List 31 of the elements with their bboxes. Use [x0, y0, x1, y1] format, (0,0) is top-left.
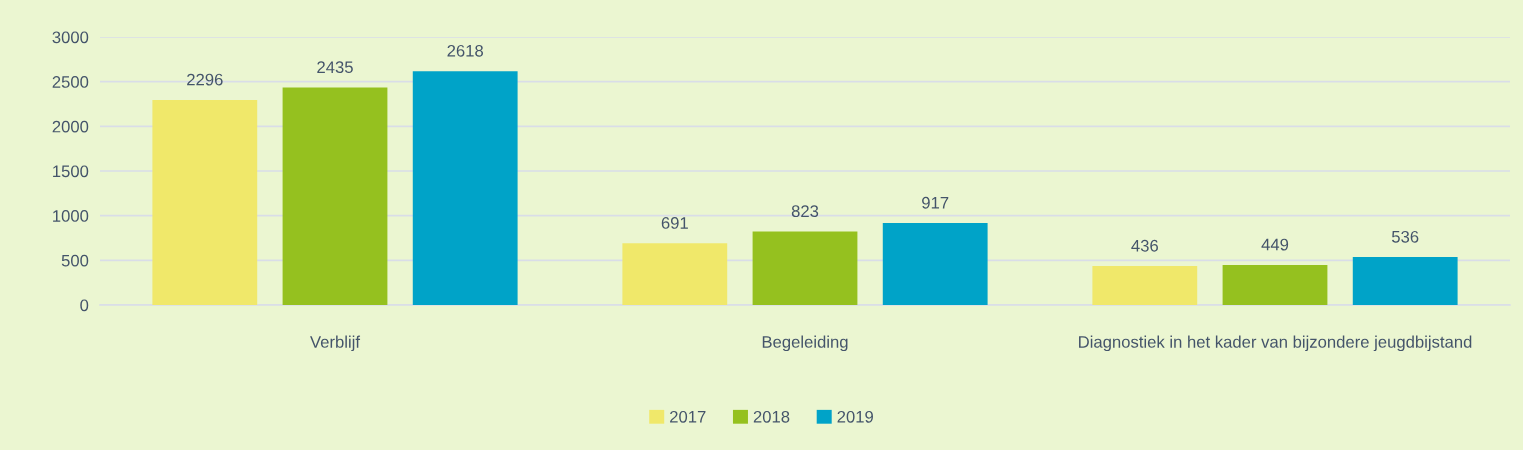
y-tick-label: 1000 [53, 210, 89, 222]
y-tick-label: 0 [80, 299, 89, 312]
y-tick-label: 2000 [52, 120, 89, 133]
data-label: 536 [1391, 230, 1419, 243]
bar [622, 243, 728, 305]
x-tick-label: Begeleiding [762, 335, 848, 352]
y-tick-label: 3000 [52, 31, 89, 44]
bar [152, 99, 258, 305]
bar [1222, 264, 1328, 305]
y-tick-label: 2500 [52, 76, 89, 88]
x-tick-label: Diagnostiek in het kader van bijzondere jeugdbijstand [1079, 335, 1472, 352]
y-tick-label: 1500 [53, 165, 89, 178]
data-label: 2618 [447, 44, 484, 57]
bar [1092, 266, 1198, 305]
data-label: 436 [1131, 239, 1158, 252]
legend-label: 2018 [753, 410, 790, 423]
data-label: 691 [661, 217, 688, 229]
data-label: 917 [922, 196, 949, 209]
bar [752, 231, 858, 305]
bar [1352, 257, 1458, 305]
bar [882, 223, 988, 305]
data-label: 2435 [317, 61, 353, 74]
y-tick-label: 500 [61, 254, 89, 267]
bar [282, 87, 388, 305]
data-label: 823 [791, 205, 819, 218]
legend-label: 2017 [670, 410, 706, 423]
data-label: 2296 [187, 73, 223, 86]
legend-label: 2019 [837, 410, 873, 423]
data-label: 449 [1261, 238, 1289, 251]
bar [412, 71, 518, 305]
x-tick-label: Verblijf [310, 335, 361, 352]
